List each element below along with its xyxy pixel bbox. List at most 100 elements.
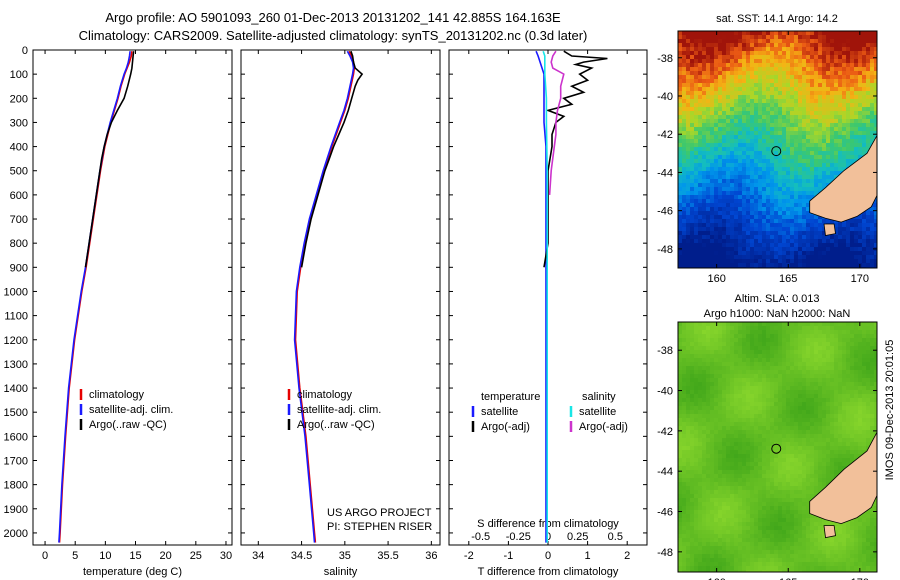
map-cell [770,235,775,240]
map-cell [814,127,819,132]
map-cell [798,191,803,196]
map-cell [838,382,843,387]
map-cell [790,63,795,68]
map-cell [830,422,835,427]
map-cell [726,59,731,64]
map-cell [874,219,877,224]
map-cell [842,330,847,335]
map-cell [706,191,711,196]
map-cell [746,159,751,164]
map-cell [698,163,703,168]
map-cell [834,163,839,168]
map-cell [806,239,811,244]
map-cell [746,239,751,244]
map-cell [686,263,691,268]
map-cell [710,374,715,379]
map-cell [758,374,763,379]
map-cell [690,410,695,415]
map-cell [754,342,759,347]
map-cell [758,63,763,68]
map-cell [802,362,807,367]
map-cell [822,115,827,120]
map-cell [706,322,711,327]
map-cell [762,83,767,88]
map-cell [762,63,767,68]
map-cell [762,358,767,363]
map-cell [822,366,827,371]
map-cell [790,338,795,343]
map-cell [790,195,795,200]
map-cell [830,243,835,248]
map-cell [842,91,847,96]
map-cell [814,326,819,331]
map-cell [838,366,843,371]
map-cell [838,390,843,395]
map-cell [818,235,823,240]
map-cell [698,199,703,204]
map-cell [714,378,719,383]
map-cell [790,219,795,224]
map-cell [730,342,735,347]
map-cell [830,163,835,168]
map-cell [858,239,863,244]
map-cell [790,167,795,172]
map-cell [722,418,727,423]
map-cell [850,247,855,252]
map-cell [810,398,815,403]
map-cell [750,374,755,379]
map-cell [718,47,723,52]
map-cell [846,406,851,411]
map-cell [862,67,867,72]
map-cell [862,31,867,36]
map-cell [738,219,743,224]
map-cell [810,394,815,399]
map-cell [790,410,795,415]
map-cell [846,35,851,40]
map-cell [814,35,819,40]
map-cell [678,426,683,431]
series-line-temperature-argo-adj [543,50,608,268]
map-cell [750,446,755,451]
map-cell [714,231,719,236]
map-cell [746,131,751,136]
map-field [678,31,877,268]
map-cell [682,330,687,335]
series-line-satellite-adj-clim [293,50,355,543]
map-cell [818,406,823,411]
map-cell [714,366,719,371]
map-cell [846,83,851,88]
map-cell [734,386,739,391]
map-cell [802,95,807,100]
map-cell [738,235,743,240]
map-cell [746,370,751,375]
map-cell [838,75,843,80]
map-cell [754,454,759,459]
map-cell [862,103,867,108]
map-cell [794,378,799,383]
map-cell [738,59,743,64]
map-cell [706,91,711,96]
map-cell [710,426,715,431]
map-cell [758,151,763,156]
map-cell [678,414,683,419]
map-cell [714,91,719,96]
map-cell [690,263,695,268]
map-cell [690,346,695,351]
map-cell [682,123,687,128]
map-cell [822,43,827,48]
map-cell [798,39,803,44]
map-cell [802,366,807,371]
map-cell [686,167,691,172]
map-cell [858,418,863,423]
map-cell [862,147,867,152]
map-cell [766,386,771,391]
map-cell [738,175,743,180]
map-cell [682,251,687,256]
map-cell [742,195,747,200]
map-cell [702,183,707,188]
map-cell [746,99,751,104]
map-cell [842,111,847,116]
map-cell [862,342,867,347]
map-cell [766,454,771,459]
map-cell [710,346,715,351]
